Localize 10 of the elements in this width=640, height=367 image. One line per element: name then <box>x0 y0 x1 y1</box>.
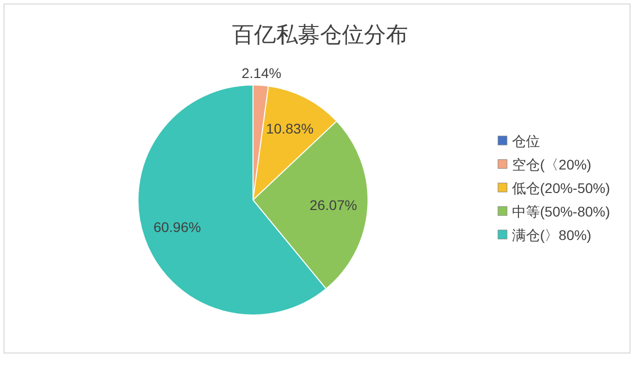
legend-label: 空仓(〈20%) <box>512 156 592 172</box>
chart-title: 百亿私募仓位分布 <box>232 22 408 47</box>
data-label: 60.96% <box>153 219 201 236</box>
legend-label: 仓位 <box>512 132 540 149</box>
legend-label: 满仓(〉80%) <box>512 226 592 243</box>
data-label: 2.14% <box>242 65 282 82</box>
data-label: 26.07% <box>310 196 358 213</box>
legend-label: 中等(50%-80%) <box>512 203 610 220</box>
data-label: 10.83% <box>266 120 314 136</box>
legend-label: 低仓(20%-50%) <box>512 180 610 196</box>
